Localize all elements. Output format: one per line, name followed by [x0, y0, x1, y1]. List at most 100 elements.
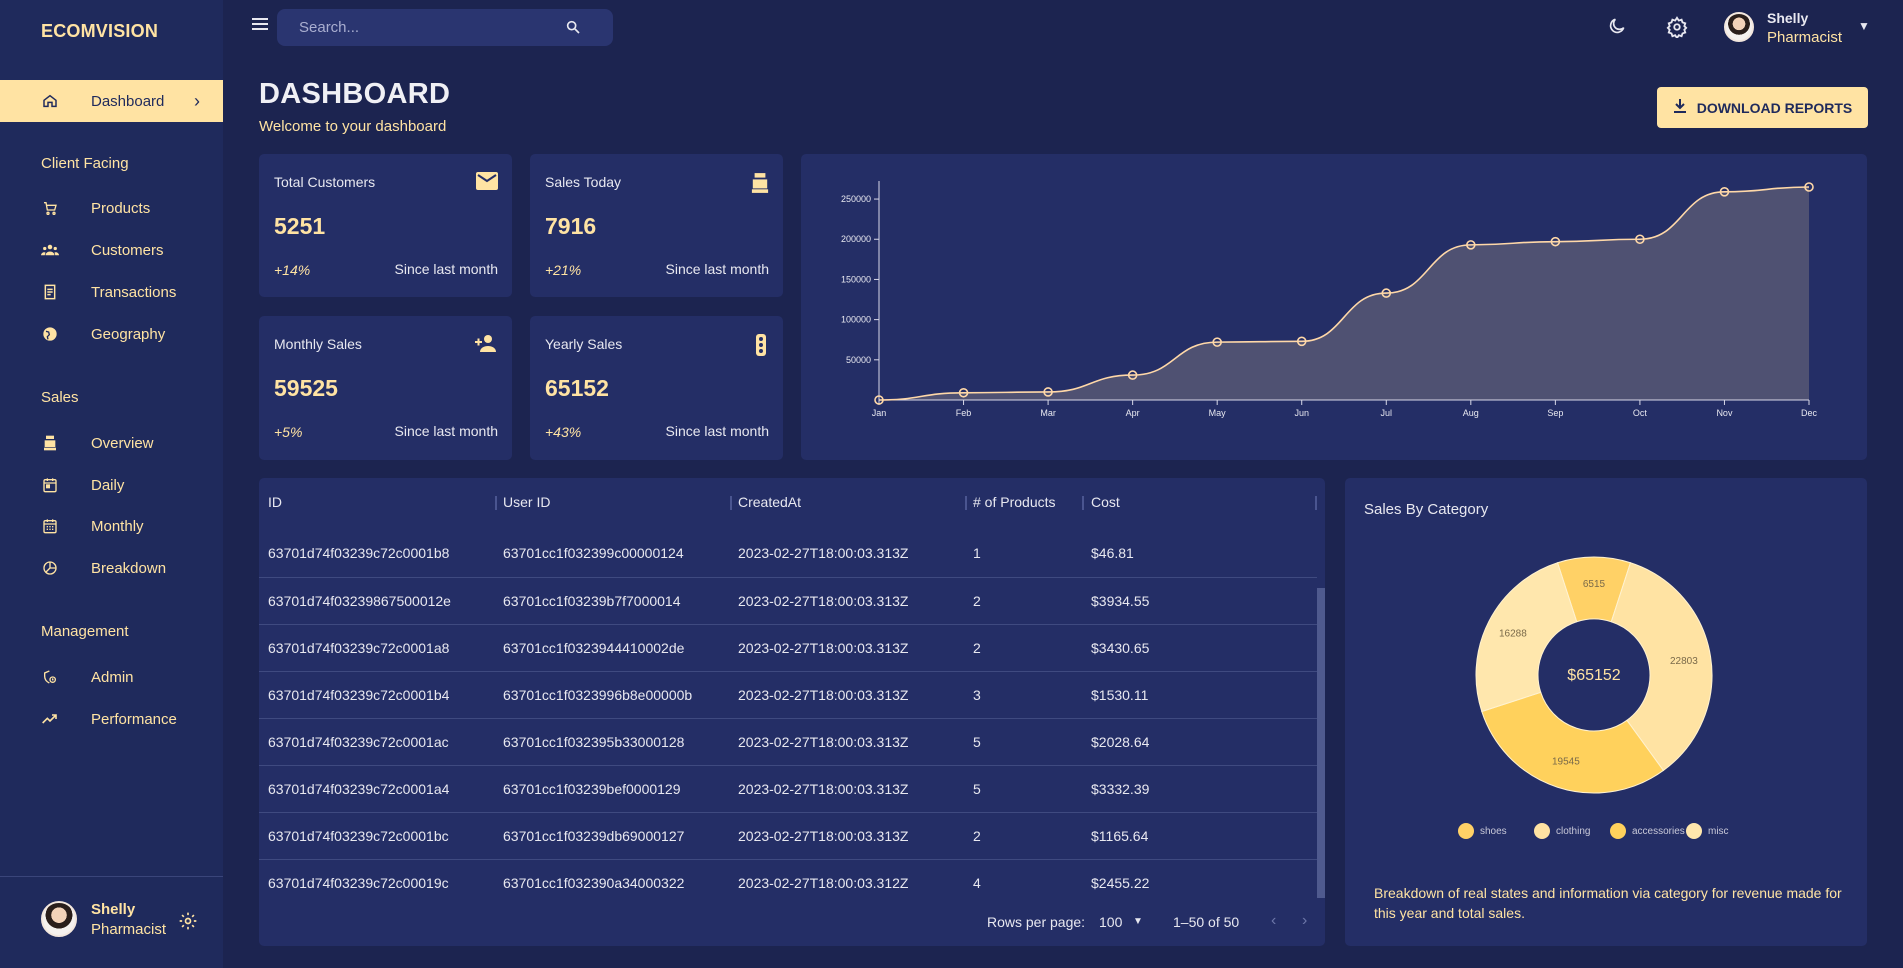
menu-icon[interactable] — [252, 17, 268, 36]
sidebar-item-label: Products — [91, 199, 151, 217]
gear-icon[interactable] — [178, 911, 198, 936]
cell-user-id: 63701cc1f032399c00000124 — [503, 545, 684, 561]
settings-gear-icon[interactable] — [1666, 16, 1688, 43]
cell-user-id: 63701cc1f0323944410002de — [503, 640, 685, 656]
search-input[interactable] — [277, 9, 567, 46]
table-row[interactable]: 63701d74f03239c72c00019c 63701cc1f032390a… — [259, 859, 1317, 906]
donut-center-total: $65152 — [1567, 667, 1620, 684]
sidebar-item-dashboard[interactable]: Dashboard › — [0, 80, 223, 122]
table-row[interactable]: 63701d74f03239c72c0001a8 63701cc1f0323944… — [259, 624, 1317, 671]
column-header-created-at[interactable]: CreatedAt — [738, 494, 802, 510]
previous-page-button[interactable]: ‹ — [1271, 912, 1277, 929]
column-separator[interactable] — [1315, 496, 1317, 510]
table-row[interactable]: 63701d74f03239c72c0001b8 63701cc1f032399c… — [259, 530, 1317, 577]
x-tick-label: May — [1209, 408, 1227, 418]
cell-id: 63701d74f03239867500012e — [268, 593, 451, 609]
rows-per-page-select[interactable]: 100 — [1099, 914, 1123, 930]
legend-item-accessories[interactable]: accessories — [1610, 823, 1685, 839]
cell-created-at: 2023-02-27T18:00:03.313Z — [738, 593, 909, 609]
pie-slice-clothing — [1610, 562, 1713, 772]
caret-down-icon[interactable]: ▼ — [1858, 19, 1870, 33]
rows-per-page-label: Rows per page: — [987, 914, 1086, 930]
x-tick-label: Sep — [1547, 408, 1563, 418]
legend-item-clothing[interactable]: clothing — [1534, 823, 1590, 839]
user-role: Pharmacist — [1767, 29, 1843, 46]
y-tick-label: 200000 — [841, 234, 871, 244]
sidebar-item-label: Customers — [91, 241, 164, 259]
sidebar-item-transactions[interactable]: Transactions — [0, 271, 223, 313]
cell-products: 2 — [973, 640, 981, 656]
cell-user-id: 63701cc1f03239bef0000129 — [503, 781, 681, 797]
cell-user-id: 63701cc1f032395b33000128 — [503, 734, 685, 750]
sidebar-item-breakdown[interactable]: Breakdown — [0, 547, 223, 589]
dark-mode-icon[interactable] — [1607, 16, 1627, 41]
sidebar-item-monthly[interactable]: Monthly — [0, 505, 223, 547]
sidebar-item-performance[interactable]: Performance — [0, 698, 223, 740]
sidebar-item-label: Geography — [91, 325, 166, 343]
slice-label: 22803 — [1670, 656, 1698, 667]
chevron-right-icon: › — [194, 90, 200, 111]
caret-down-icon[interactable]: ▼ — [1133, 916, 1143, 927]
table-row[interactable]: 63701d74f03239c72c0001b4 63701cc1f0323996… — [259, 671, 1317, 718]
data-point — [1550, 236, 1561, 247]
column-header-id[interactable]: ID — [268, 494, 282, 510]
download-icon — [1673, 98, 1687, 117]
series-line — [878, 186, 1810, 401]
data-point — [1381, 288, 1392, 298]
table-row[interactable]: 63701d74f03239867500012e 63701cc1f03239b7… — [259, 577, 1317, 624]
sidebar-item-customers[interactable]: Customers — [0, 229, 223, 271]
sales-by-category-card: Sales By Category 6515 22803 19545 16288 $65… — [1345, 478, 1867, 946]
legend-item-misc[interactable]: misc — [1686, 823, 1729, 839]
sales-line-chart-card: 50000 100000 150000 200000 250000 Jan Feb Mar Ap… — [801, 154, 1867, 460]
avatar[interactable] — [41, 901, 77, 937]
groups-icon — [41, 241, 59, 259]
sidebar-item-geography[interactable]: Geography — [0, 313, 223, 355]
column-header-cost[interactable]: Cost — [1091, 494, 1120, 510]
cell-products: 3 — [973, 687, 981, 703]
cell-products: 2 — [973, 593, 981, 609]
stat-since: Since last month — [394, 261, 499, 277]
column-header-user-id[interactable]: User ID — [503, 494, 551, 510]
legend-item-shoes[interactable]: shoes — [1458, 823, 1507, 839]
scrollbar-thumb[interactable] — [1317, 588, 1325, 898]
column-separator[interactable] — [495, 496, 497, 510]
data-point — [1466, 240, 1476, 250]
column-separator[interactable] — [730, 496, 732, 510]
stat-since: Since last month — [394, 423, 499, 439]
cell-products: 2 — [973, 828, 981, 844]
download-label: DOWNLOAD REPORTS — [1696, 99, 1853, 116]
search-icon[interactable] — [565, 19, 581, 40]
table-row[interactable]: 63701d74f03239c72c0001ac 63701cc1f032395b… — [259, 718, 1317, 765]
table-row[interactable]: 63701d74f03239c72c0001bc 63701cc1f03239db… — [259, 812, 1317, 859]
cell-user-id: 63701cc1f032390a34000322 — [503, 875, 685, 891]
sidebar-item-admin[interactable]: Admin — [0, 656, 223, 698]
stat-delta: +43% — [545, 424, 582, 440]
next-page-button[interactable]: › — [1302, 912, 1308, 929]
stat-card-yearly-sales: Yearly Sales 65152 +43% Since last month — [530, 316, 783, 460]
avatar[interactable] — [1724, 12, 1754, 42]
column-separator[interactable] — [965, 496, 967, 510]
cell-created-at: 2023-02-27T18:00:03.313Z — [738, 640, 909, 656]
x-tick-label: Dec — [1801, 408, 1818, 418]
cell-user-id: 63701cc1f03239db69000127 — [503, 828, 685, 844]
column-header-products[interactable]: # of Products — [973, 494, 1056, 510]
x-tick-label: Mar — [1040, 408, 1056, 418]
sidebar-item-products[interactable]: Products — [0, 187, 223, 229]
download-reports-button[interactable]: DOWNLOAD REPORTS — [1657, 87, 1868, 128]
person-add-icon — [474, 334, 498, 357]
brand-logo[interactable]: ECOMVISION — [41, 21, 159, 41]
cell-cost: $2028.64 — [1091, 734, 1150, 750]
cart-icon — [41, 199, 59, 217]
table-row[interactable]: 63701d74f03239c72c0001a4 63701cc1f03239be… — [259, 765, 1317, 812]
legend-dot — [1610, 823, 1626, 839]
stat-card-total-customers: Total Customers 5251 +14% Since last mon… — [259, 154, 512, 297]
stat-delta: +5% — [274, 424, 303, 440]
sidebar-item-daily[interactable]: Daily — [0, 464, 223, 506]
legend-label: misc — [1708, 825, 1729, 837]
column-separator[interactable] — [1082, 496, 1084, 510]
sidebar-item-overview[interactable]: Overview — [0, 422, 223, 464]
pie-slice-misc — [1475, 562, 1578, 713]
category-description: Breakdown of real states and information… — [1374, 885, 1842, 921]
data-point — [1804, 182, 1814, 192]
cell-created-at: 2023-02-27T18:00:03.313Z — [738, 781, 909, 797]
